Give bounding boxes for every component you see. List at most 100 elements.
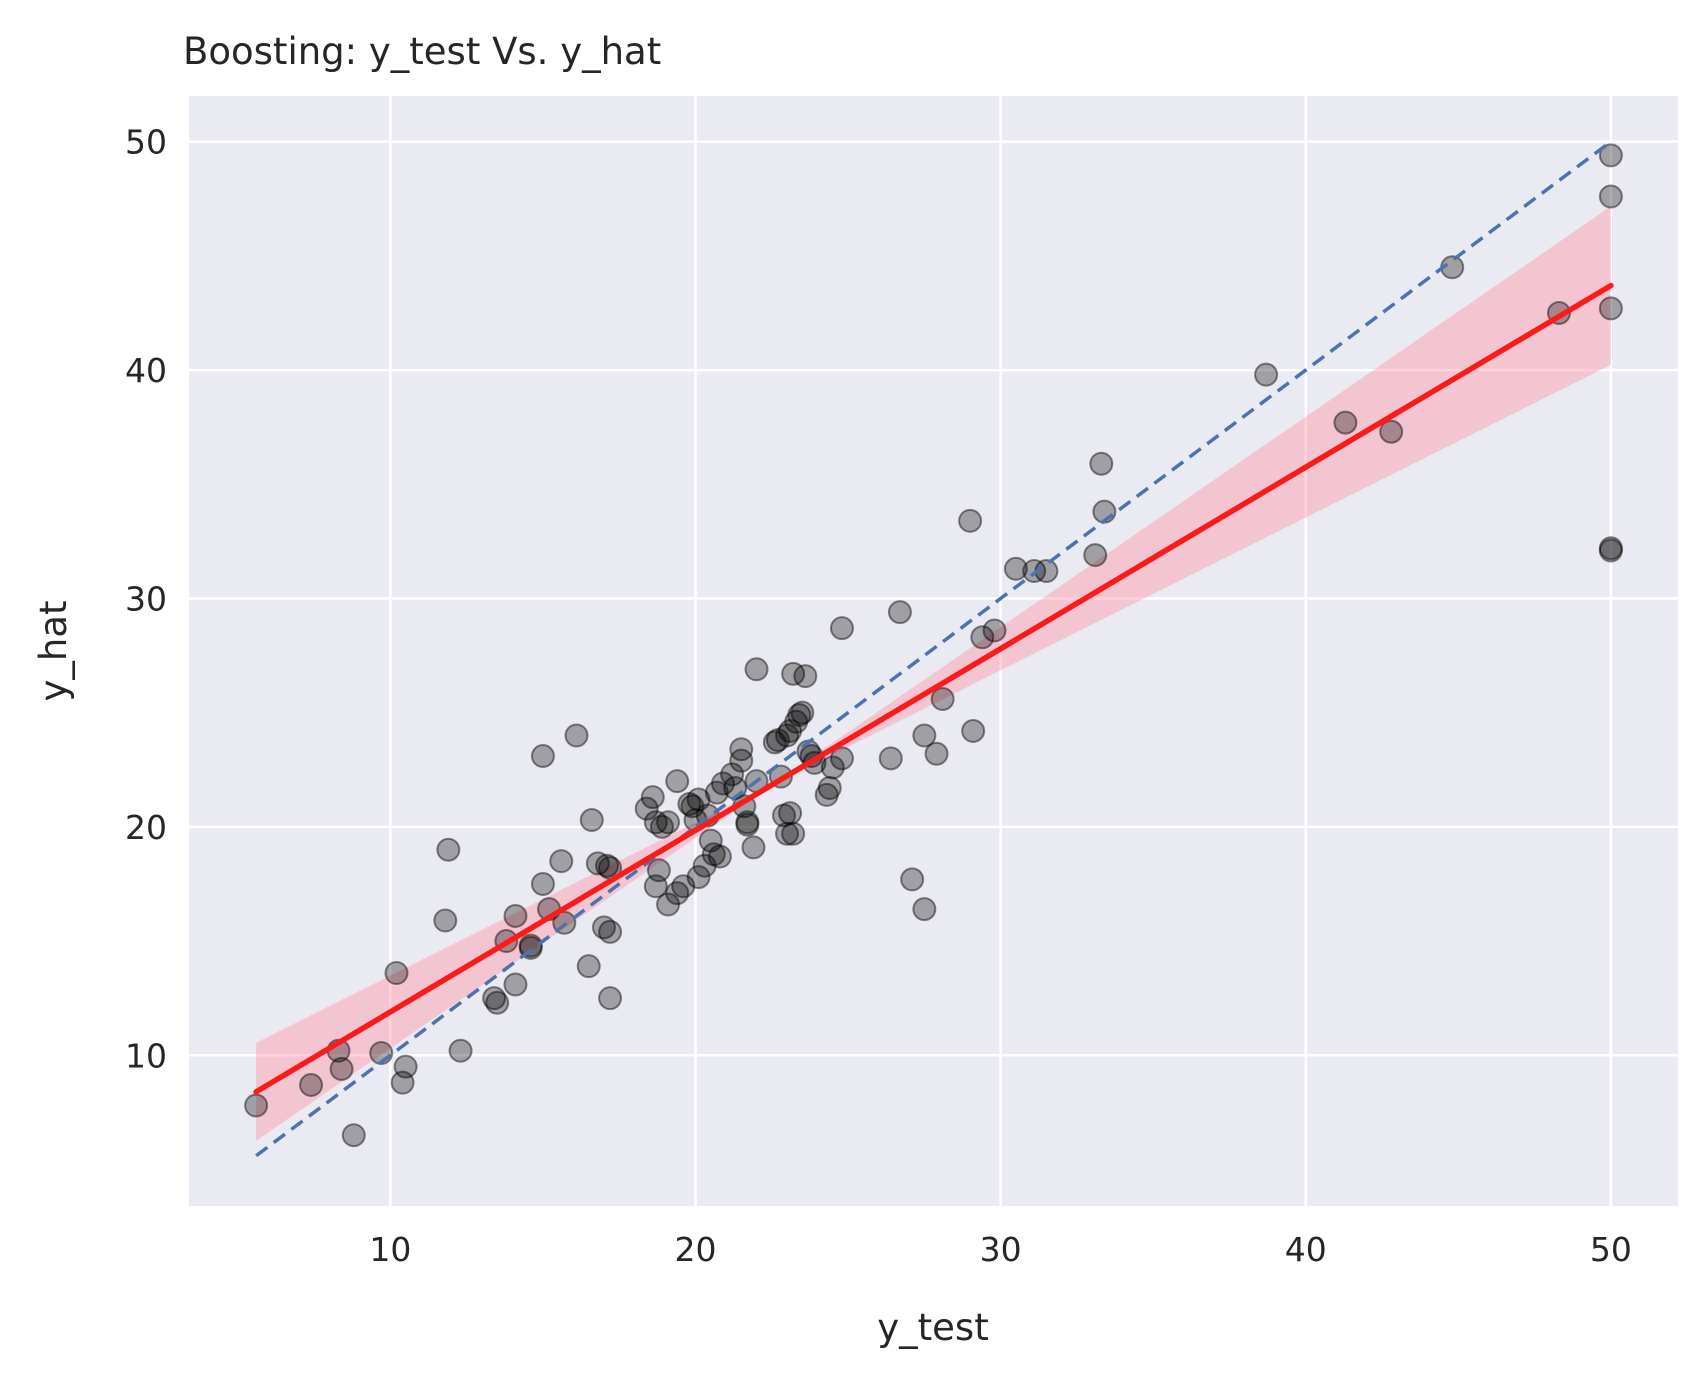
x-tick-label: 20 (675, 1230, 717, 1269)
data-point (765, 728, 790, 753)
data-point (720, 762, 745, 787)
data-point (771, 803, 796, 828)
x-tick-label: 30 (980, 1230, 1022, 1269)
data-point (735, 812, 760, 837)
data-point (1598, 184, 1623, 209)
data-point (485, 990, 510, 1015)
data-point (912, 897, 937, 922)
data-point (433, 908, 458, 933)
y-tick-labels: 10 20 30 40 50 (125, 123, 167, 1076)
data-point (656, 810, 681, 835)
regression-line (253, 282, 1614, 1095)
data-point (390, 1070, 415, 1095)
data-point (814, 782, 839, 807)
data-point (1089, 451, 1114, 476)
data-point (820, 755, 845, 780)
data-point (448, 1038, 473, 1063)
data-point (671, 874, 696, 899)
data-point (701, 842, 726, 867)
data-point (787, 702, 812, 727)
x-tick-label: 50 (1590, 1230, 1632, 1269)
data-point (778, 718, 803, 743)
data-point (741, 835, 766, 860)
data-point (781, 661, 806, 686)
data-point (829, 616, 854, 641)
data-point (1333, 410, 1358, 435)
data-point (698, 828, 723, 853)
data-point (646, 858, 671, 883)
data-point (384, 961, 409, 986)
data-point (778, 801, 803, 826)
data-point (393, 1054, 418, 1079)
data-point (598, 919, 623, 944)
data-point (1083, 543, 1108, 568)
data-point (704, 780, 729, 805)
data-point (878, 746, 903, 771)
data-point (692, 853, 717, 878)
data-point (530, 871, 555, 896)
data-point (686, 787, 711, 812)
data-point (665, 769, 690, 794)
y-tick-label: 10 (125, 1036, 167, 1075)
data-point (775, 723, 800, 748)
data-point (958, 508, 983, 533)
data-point (982, 618, 1007, 643)
y-tick-label: 20 (125, 808, 167, 847)
data-point (576, 954, 601, 979)
data-point (829, 746, 854, 771)
data-point (656, 892, 681, 917)
data-point (1003, 556, 1028, 581)
data-point (634, 796, 659, 821)
y-tick-label: 40 (125, 351, 167, 390)
data-point (549, 849, 574, 874)
data-point (744, 657, 769, 682)
data-point (244, 1093, 269, 1118)
identity-line (255, 140, 1612, 1158)
data-point (680, 794, 705, 819)
data-point (735, 810, 760, 835)
data-point (775, 821, 800, 846)
data-point (710, 771, 735, 796)
data-point (707, 844, 732, 869)
data-point (729, 748, 754, 773)
data-point (503, 972, 528, 997)
data-point (329, 1056, 354, 1081)
data-point (1598, 296, 1623, 321)
data-point (912, 723, 937, 748)
chart-title: Boosting: y_test Vs. y_hat (183, 30, 661, 73)
data-point (299, 1072, 324, 1097)
data-point (598, 986, 623, 1011)
data-point (900, 867, 925, 892)
data-point (781, 821, 806, 846)
data-point (1254, 362, 1279, 387)
data-point (640, 785, 665, 810)
data-point (643, 810, 668, 835)
data-point (924, 741, 949, 766)
x-tick-label: 10 (369, 1230, 411, 1269)
y-gridlines (189, 140, 1678, 1057)
data-point (665, 881, 690, 906)
confidence-band (256, 206, 1611, 1141)
y-axis-label: y_hat (32, 600, 75, 701)
data-point (961, 718, 986, 743)
data-point (591, 915, 616, 940)
x-axis-label: y_test (877, 1306, 988, 1349)
data-point (579, 808, 604, 833)
data-point (887, 600, 912, 625)
data-point (595, 853, 620, 878)
data-point (1022, 559, 1047, 584)
scatter-points (244, 143, 1623, 1148)
x-tick-labels: 10 20 30 40 50 (369, 1230, 1631, 1269)
data-point (649, 814, 674, 839)
data-point (686, 865, 711, 890)
data-point (482, 986, 507, 1011)
y-tick-label: 50 (125, 123, 167, 162)
y-tick-label: 30 (125, 579, 167, 618)
data-point (793, 664, 818, 689)
data-point (729, 737, 754, 762)
data-point (564, 723, 589, 748)
data-point (643, 874, 668, 899)
data-point (1598, 538, 1623, 563)
data-point (530, 744, 555, 769)
